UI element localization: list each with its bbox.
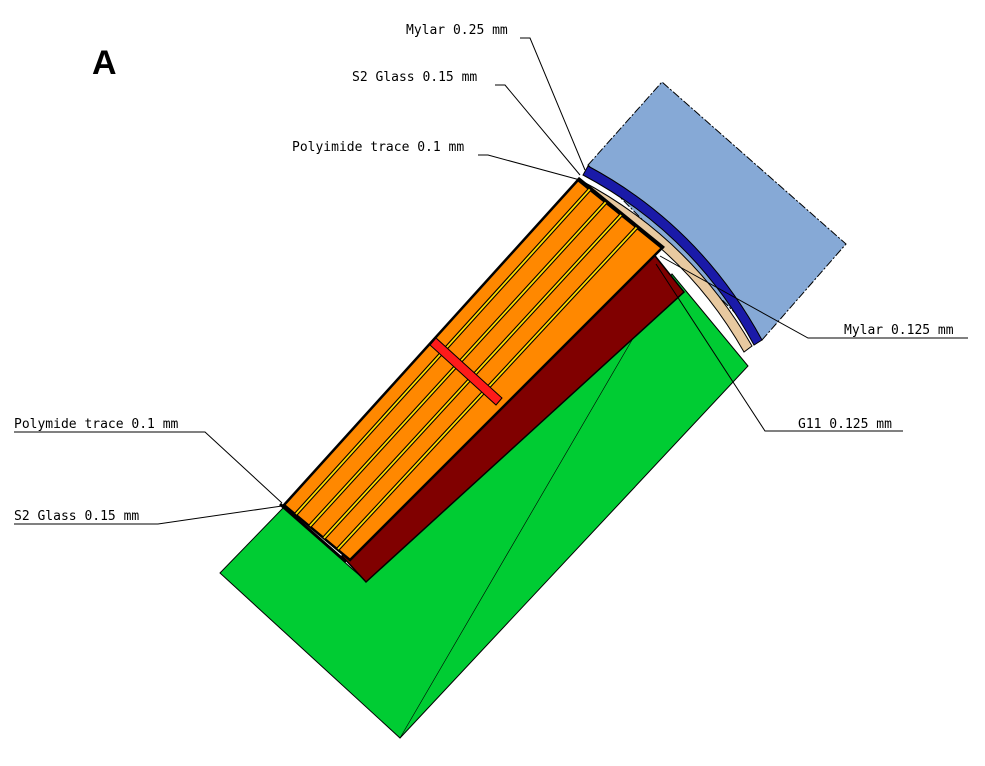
label-polyimide-top: Polyimide trace 0.1 mm: [292, 140, 464, 155]
top-edge-layer: [577, 176, 665, 250]
label-mylar-0125: Mylar 0.125 mm: [844, 323, 954, 338]
red-cross-strip: [429, 337, 503, 406]
label-s2-glass-bottom: S2 Glass 0.15 mm: [14, 509, 139, 524]
bottom-edge-layer: [279, 502, 347, 564]
mylar-blue-curved-layer: [582, 165, 763, 346]
label-g11: G11 0.125 mm: [798, 417, 892, 432]
leader-lines: [14, 37, 968, 525]
label-s2-glass-top: S2 Glass 0.15 mm: [352, 70, 477, 85]
panel-label: A: [92, 44, 117, 82]
label-polymide-bottom: Polymide trace 0.1 mm: [14, 417, 179, 432]
green-body-edge-line: [399, 291, 661, 739]
label-mylar-025: Mylar 0.25 mm: [406, 23, 508, 38]
